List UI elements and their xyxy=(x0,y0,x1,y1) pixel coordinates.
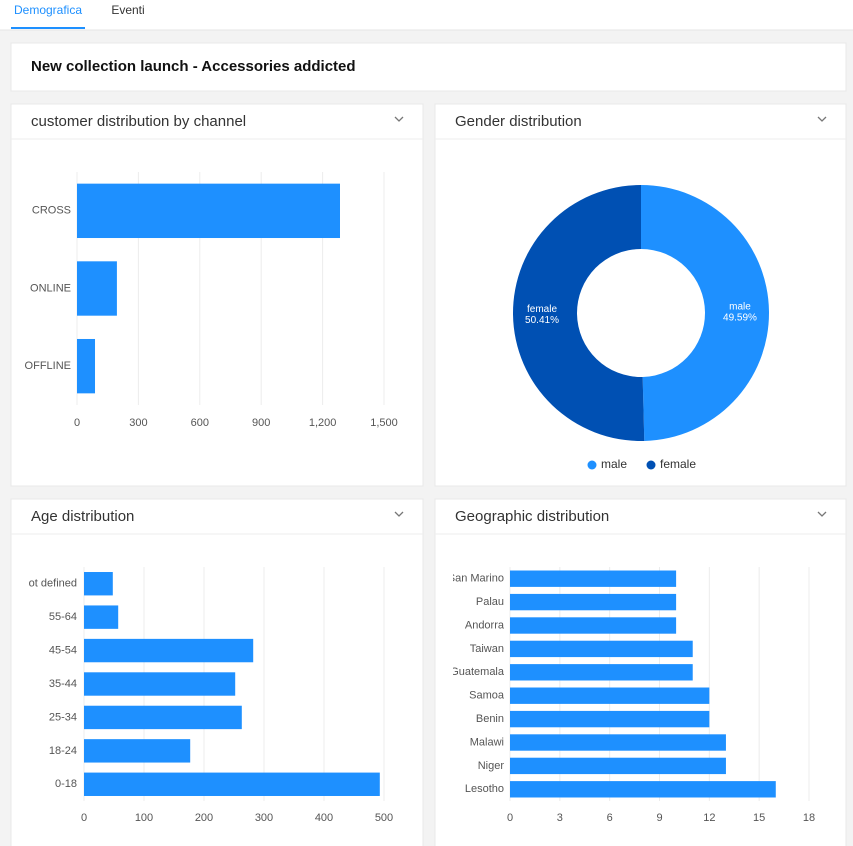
bar xyxy=(77,183,340,239)
legend-label[interactable]: male xyxy=(601,457,627,471)
y-tick-label: San Marino xyxy=(448,573,504,585)
panel-title: Geographic distribution xyxy=(455,508,609,525)
y-tick-label: ONLINE xyxy=(30,282,71,294)
bar xyxy=(510,640,693,658)
y-tick-label: OFFLINE xyxy=(25,360,71,372)
pie-slice xyxy=(641,185,769,441)
x-tick-label: 0 xyxy=(74,417,80,429)
y-tick-label: Benin xyxy=(476,713,504,725)
x-tick-label: 900 xyxy=(252,417,270,429)
slice-label: female xyxy=(527,304,557,315)
x-tick-label: 1,500 xyxy=(370,417,398,429)
bar xyxy=(84,605,119,629)
x-tick-label: 3 xyxy=(557,812,563,824)
x-tick-label: 1,200 xyxy=(309,417,337,429)
x-tick-label: 200 xyxy=(195,812,213,824)
y-tick-label: 45-54 xyxy=(49,644,77,656)
bar xyxy=(84,638,254,663)
y-tick-label: Palau xyxy=(476,596,504,608)
x-tick-label: 500 xyxy=(375,812,393,824)
collapse-icon[interactable] xyxy=(394,116,404,122)
bar xyxy=(510,687,710,704)
y-tick-label: Lesotho xyxy=(465,783,504,795)
y-tick-label: Malawi xyxy=(470,736,504,748)
header-title: New collection launch - Accessories addi… xyxy=(31,58,356,75)
tab[interactable]: Eventi xyxy=(111,3,144,17)
bar xyxy=(510,617,677,634)
tab-bar xyxy=(0,0,853,30)
y-tick-label: Niger xyxy=(478,760,505,772)
y-tick-label: Taiwan xyxy=(470,643,504,655)
y-tick-label: 35-44 xyxy=(49,678,77,690)
panel-title: Gender distribution xyxy=(455,113,582,130)
category-labels: Not defined 55-64 45-54 35-44 25-34 18-24 0-18 xyxy=(21,578,77,791)
bar xyxy=(84,772,380,796)
y-tick-label: 18-24 xyxy=(49,745,77,757)
panel-title: customer distribution by channel xyxy=(31,113,246,130)
legend-swatch[interactable] xyxy=(646,460,656,470)
tab-underline xyxy=(11,27,85,29)
category-labels: San Marino Palau Andorra Taiwan Guatemala Sam… xyxy=(448,573,505,796)
bar xyxy=(77,261,117,316)
y-tick-label: Samoa xyxy=(469,690,505,702)
x-tick-label: 6 xyxy=(607,812,613,824)
category-labels: CROSS ONLINE OFFLINE xyxy=(25,205,71,372)
bar xyxy=(510,734,726,751)
y-tick-label: 0-18 xyxy=(55,778,77,790)
slice-label: male xyxy=(729,301,751,312)
slice-value: 50.41% xyxy=(525,315,559,326)
bar xyxy=(510,757,726,775)
y-tick-label: Not defined xyxy=(21,578,77,590)
x-tick-label: 12 xyxy=(703,812,715,824)
legend-swatch[interactable] xyxy=(587,460,597,470)
legend-label[interactable]: female xyxy=(660,457,696,471)
collapse-icon[interactable] xyxy=(394,511,404,517)
y-tick-label: Andorra xyxy=(465,619,505,631)
tab[interactable]: Demografica xyxy=(14,3,82,17)
bar xyxy=(84,705,242,730)
bar xyxy=(84,672,236,696)
x-tick-label: 600 xyxy=(191,417,209,429)
bar xyxy=(84,739,191,763)
bar xyxy=(510,710,710,728)
bar xyxy=(84,572,113,596)
x-tick-label: 9 xyxy=(656,812,662,824)
x-tick-label: 0 xyxy=(81,812,87,824)
pie-slice xyxy=(512,185,645,441)
x-tick-label: 300 xyxy=(129,417,147,429)
y-tick-label: 55-64 xyxy=(49,611,77,623)
x-tick-label: 100 xyxy=(135,812,153,824)
bar xyxy=(510,781,776,798)
bar xyxy=(510,570,677,587)
y-tick-label: Guatemala xyxy=(450,666,505,678)
x-tick-label: 15 xyxy=(753,812,765,824)
x-tick-label: 0 xyxy=(507,812,513,824)
slice-value: 49.59% xyxy=(723,312,757,323)
y-tick-label: CROSS xyxy=(32,205,71,217)
panel xyxy=(10,103,424,487)
panel-title: Age distribution xyxy=(31,508,134,525)
header-card xyxy=(10,42,847,92)
x-tick-label: 300 xyxy=(255,812,273,824)
x-tick-label: 18 xyxy=(803,812,815,824)
x-tick-label: 400 xyxy=(315,812,333,824)
collapse-icon[interactable] xyxy=(817,116,827,122)
bar xyxy=(77,338,96,394)
bar xyxy=(510,664,693,681)
bar xyxy=(510,593,677,611)
collapse-icon[interactable] xyxy=(817,511,827,517)
y-tick-label: 25-34 xyxy=(49,711,77,723)
